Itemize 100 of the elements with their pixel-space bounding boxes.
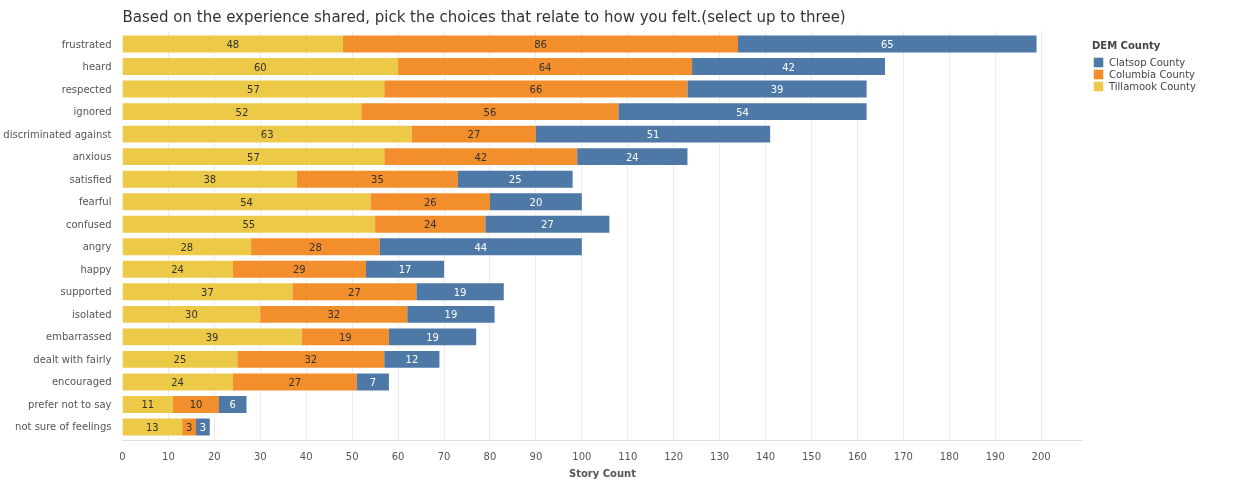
data-label: 20 xyxy=(529,196,543,208)
bar xyxy=(384,80,688,98)
x-tick-label: 50 xyxy=(345,450,359,462)
data-label: 19 xyxy=(426,331,439,343)
bar xyxy=(618,103,867,121)
bar xyxy=(122,58,399,75)
bar xyxy=(122,283,293,301)
bar xyxy=(535,125,771,143)
x-tick-label: 170 xyxy=(893,450,913,462)
data-label: 24 xyxy=(625,151,639,163)
bar xyxy=(122,103,362,121)
data-label: 24 xyxy=(423,219,437,231)
y-tick-label: angry xyxy=(82,241,112,253)
bar xyxy=(122,305,261,323)
data-label: 86 xyxy=(534,39,547,51)
data-label: 11 xyxy=(141,399,155,411)
data-label: 64 xyxy=(538,61,552,73)
bar xyxy=(173,396,219,413)
data-label: 39 xyxy=(205,331,219,343)
data-label: 19 xyxy=(444,309,458,321)
data-label: 57 xyxy=(247,151,260,163)
y-tick-label: supported xyxy=(60,286,112,298)
y-tick-label: discriminated against xyxy=(3,128,112,140)
x-tick-label: 190 xyxy=(985,450,1005,462)
data-label: 60 xyxy=(253,61,267,73)
x-tick-label: 30 xyxy=(253,450,267,462)
bar xyxy=(122,328,302,346)
data-label: 17 xyxy=(398,264,412,276)
data-label: 39 xyxy=(770,84,784,96)
bar xyxy=(370,193,490,211)
bar xyxy=(485,215,610,233)
bar xyxy=(388,328,477,346)
data-label: 65 xyxy=(880,39,894,51)
bar xyxy=(361,103,619,121)
bar xyxy=(122,238,252,256)
data-label: 66 xyxy=(529,84,543,96)
x-tick-label: 150 xyxy=(801,450,822,462)
x-tick-label: 60 xyxy=(391,450,405,462)
bar xyxy=(356,373,389,391)
y-tick-label: happy xyxy=(80,263,112,275)
data-label: 24 xyxy=(171,376,184,388)
bar xyxy=(398,58,693,75)
bar xyxy=(122,125,412,143)
data-label: 63 xyxy=(260,129,274,141)
bar xyxy=(407,305,495,323)
data-label: 28 xyxy=(180,241,194,253)
bar xyxy=(411,125,536,143)
data-label: 57 xyxy=(247,84,260,96)
data-label: 27 xyxy=(467,129,481,141)
bar xyxy=(379,238,582,256)
bar xyxy=(218,396,247,413)
bar xyxy=(457,170,573,188)
data-label: 56 xyxy=(483,106,497,118)
data-label: 32 xyxy=(304,354,318,366)
bar xyxy=(687,80,867,98)
bar xyxy=(577,148,688,166)
y-tick-label: confused xyxy=(65,218,112,230)
data-label: 37 xyxy=(201,286,214,298)
y-tick-label: embarrassed xyxy=(46,331,112,343)
bar xyxy=(237,350,385,368)
bar xyxy=(297,170,458,188)
bar xyxy=(342,35,738,53)
data-label: 38 xyxy=(203,174,217,186)
data-label: 6 xyxy=(229,399,236,411)
data-label: 13 xyxy=(145,421,159,433)
x-tick-label: 180 xyxy=(939,450,959,462)
data-label: 12 xyxy=(405,354,419,366)
x-tick-label: 90 xyxy=(529,450,543,462)
y-tick-label: respected xyxy=(61,83,112,95)
bar xyxy=(384,148,578,166)
bar xyxy=(251,238,380,256)
data-label: 7 xyxy=(369,376,377,388)
y-tick-label: satisfied xyxy=(69,173,112,185)
data-label: 30 xyxy=(185,309,198,321)
x-tick-label: 10 xyxy=(162,450,175,462)
data-label: 25 xyxy=(508,174,522,186)
data-label: 3 xyxy=(185,421,193,433)
data-label: 51 xyxy=(646,129,660,141)
x-tick-label: 200 xyxy=(1031,450,1051,462)
chart-title: Based on the experience shared, pick the choices that relate to how you felt.(select up to three) xyxy=(122,7,846,26)
data-label: 24 xyxy=(171,264,184,276)
x-tick-label: 110 xyxy=(618,450,638,462)
data-label: 54 xyxy=(240,196,253,208)
data-label: 35 xyxy=(371,174,384,186)
bar xyxy=(122,170,298,188)
x-tick-label: 70 xyxy=(437,450,451,462)
x-tick-label: 100 xyxy=(572,450,592,462)
bar xyxy=(122,350,238,368)
bar xyxy=(365,260,445,278)
bar xyxy=(122,373,233,391)
legend-title: DEM County xyxy=(1092,40,1162,51)
data-label: 48 xyxy=(226,39,240,51)
legend-label: Clatsop County xyxy=(1109,56,1186,68)
bar xyxy=(232,260,366,278)
data-label: 42 xyxy=(782,61,795,73)
data-label: 27 xyxy=(348,286,361,298)
y-tick-label: frustrated xyxy=(61,38,112,50)
data-label: 29 xyxy=(292,264,306,276)
y-tick-label: anxious xyxy=(72,151,112,163)
data-label: 55 xyxy=(242,219,256,231)
